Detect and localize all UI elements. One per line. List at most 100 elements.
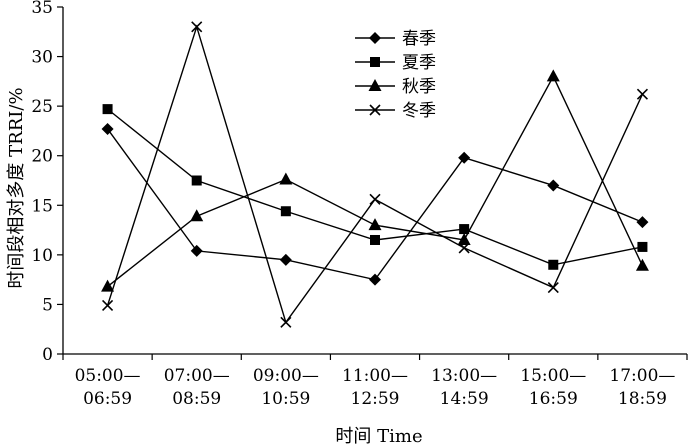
data-point (546, 69, 560, 82)
diamond-marker (190, 244, 203, 257)
legend-label: 冬季 (402, 101, 436, 121)
square-marker (370, 234, 380, 245)
square-marker (102, 104, 113, 115)
x-tick-label: 18:59 (618, 389, 667, 409)
data-point (548, 259, 559, 270)
data-point (279, 253, 292, 266)
x-tick-label: 15:00— (520, 366, 586, 386)
data-point (547, 282, 559, 294)
data-point (191, 175, 202, 186)
diamond-marker (636, 216, 649, 229)
x-marker-stroke (369, 104, 381, 116)
series-diamond (101, 122, 649, 286)
diamond-marker (547, 179, 560, 192)
series-triangle (101, 69, 649, 292)
data-point (458, 242, 470, 254)
data-point (190, 209, 204, 222)
x-tick-label: 08:59 (172, 389, 221, 409)
data-point (636, 88, 648, 100)
x-marker-stroke (102, 299, 114, 311)
x-tick-label: 16:59 (529, 389, 578, 409)
data-point (458, 151, 471, 164)
data-point (369, 273, 381, 286)
legend-label: 秋季 (402, 77, 436, 97)
data-point (279, 172, 293, 185)
y-tick-label: 20 (31, 147, 53, 167)
x-tick-label: 05:00— (75, 366, 141, 386)
x-marker-stroke (369, 193, 381, 205)
triangle-marker (635, 258, 649, 271)
series-square (102, 104, 648, 270)
x-marker-stroke (636, 88, 648, 100)
y-tick-label: 35 (31, 0, 53, 18)
x-marker-stroke (458, 242, 470, 254)
data-point (637, 241, 648, 252)
y-tick-label: 10 (31, 246, 53, 266)
diamond-marker (369, 273, 381, 286)
square-marker (191, 175, 202, 186)
y-tick-label: 25 (31, 97, 53, 117)
x-tick-label: 12:59 (351, 389, 400, 409)
data-point (101, 122, 114, 135)
y-axis-title: 时间段相对多度 TRRI/% (6, 87, 27, 288)
data-point (635, 258, 649, 271)
x-tick-label: 07:00— (164, 366, 230, 386)
x-tick-label: 17:00— (609, 366, 675, 386)
triangle-marker (279, 172, 293, 185)
x-tick-label: 09:00— (253, 366, 319, 386)
data-point (636, 216, 649, 229)
data-point (368, 218, 382, 231)
x-tick-label: 11:00— (342, 366, 408, 386)
y-tick-label: 5 (42, 295, 53, 315)
data-point (101, 279, 115, 292)
square-marker (548, 259, 559, 270)
data-point (280, 206, 291, 217)
diamond-marker (101, 122, 114, 135)
diamond-marker (279, 253, 292, 266)
triangle-marker (457, 232, 471, 245)
square-marker (459, 224, 470, 235)
data-point (191, 21, 203, 33)
axes: 0 5 10 15 20 25 30 35 05:00— 06:59 07:00— 08:59 09:0… (31, 0, 688, 409)
x-tick-label: 13:00— (431, 366, 497, 386)
x-marker-stroke (191, 21, 203, 33)
data-point (457, 232, 471, 245)
triangle-marker (368, 79, 382, 91)
series-line (107, 74, 644, 288)
x-tick-label: 10:59 (261, 389, 310, 409)
x-tick-label: 14:59 (440, 389, 489, 409)
square-marker (370, 57, 380, 67)
y-tick-label: 0 (42, 345, 53, 365)
series-x (102, 21, 648, 328)
triangle-marker (546, 69, 560, 82)
triangle-marker (190, 209, 204, 222)
series-layer (101, 21, 649, 328)
triangle-marker (101, 279, 115, 292)
data-point (547, 179, 560, 192)
legend-item: 春季 (355, 29, 436, 49)
y-tick-label: 30 (31, 48, 53, 68)
diamond-marker (369, 32, 381, 44)
series-line (107, 128, 643, 281)
legend-label: 夏季 (402, 53, 436, 73)
legend-item: 冬季 (355, 101, 436, 121)
x-tick-label: 06:59 (83, 389, 132, 409)
data-point (369, 193, 381, 205)
legend-item: 夏季 (355, 53, 436, 73)
y-tick-label: 15 (31, 196, 53, 216)
x-marker-stroke (280, 316, 292, 328)
legend-item: 秋季 (355, 77, 436, 97)
data-point (370, 234, 380, 245)
data-point (280, 316, 292, 328)
triangle-marker (368, 218, 382, 231)
data-point (190, 244, 203, 257)
data-point (102, 104, 113, 115)
data-point (459, 224, 470, 235)
square-marker (280, 206, 291, 217)
square-marker (637, 241, 648, 252)
data-point (102, 299, 114, 311)
x-axis-title: 时间 Time (335, 426, 422, 447)
x-marker-stroke (547, 282, 559, 294)
